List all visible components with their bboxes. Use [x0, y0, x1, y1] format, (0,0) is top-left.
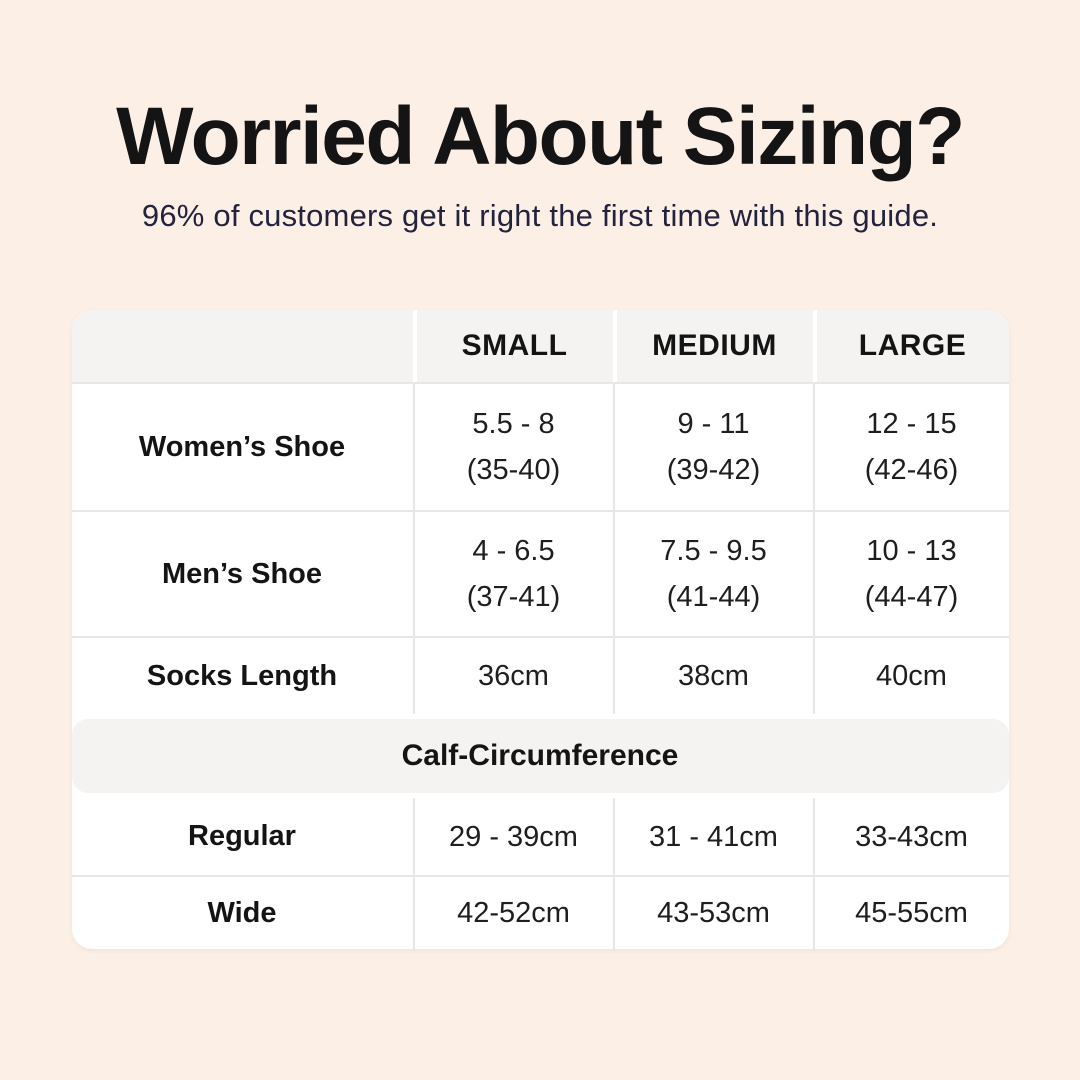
shoe-range-us: 5.5 - 8	[472, 408, 555, 441]
shoe-range-us: 10 - 13	[866, 535, 957, 568]
cell-regular-medium: 31 - 41cm	[612, 798, 813, 876]
cell-womens-large: 12 - 15 (42-46)	[812, 384, 1009, 511]
socks-length-value: 38cm	[678, 660, 749, 693]
hero-section: Worried About Sizing? 96% of customers g…	[0, 0, 1080, 234]
table-header-row: SMALL MEDIUM LARGE	[71, 310, 1009, 383]
shoe-range-eu: (35-40)	[466, 454, 561, 487]
cell-mens-small: 4 - 6.5 (37-41)	[412, 512, 613, 637]
shoe-range-us: 12 - 15	[866, 408, 957, 441]
column-header-medium: MEDIUM	[612, 310, 813, 383]
table-row-socks-length: Socks Length 36cm 38cm 40cm	[71, 636, 1009, 715]
row-label-womens-shoe: Women’s Shoe	[138, 430, 346, 463]
shoe-range-us: 4 - 6.5	[472, 535, 555, 568]
section-header-label: Calf-Circumference	[401, 739, 679, 773]
column-header-small: SMALL	[412, 310, 613, 383]
calf-range-value: 33-43cm	[855, 820, 968, 853]
cell-wide-small: 42-52cm	[412, 877, 613, 950]
socks-length-value: 36cm	[478, 660, 549, 693]
calf-range-value: 43-53cm	[657, 897, 770, 930]
cell-womens-medium: 9 - 11 (39-42)	[612, 384, 813, 511]
shoe-range-us: 7.5 - 9.5	[660, 535, 767, 568]
shoe-range-eu: (39-42)	[666, 454, 761, 487]
section-header-calf-circumference: Calf-Circumference	[71, 719, 1009, 794]
shoe-range-eu: (44-47)	[864, 581, 959, 614]
table-row-mens-shoe: Men’s Shoe 4 - 6.5 (37-41) 7.5 - 9.5 (41…	[71, 510, 1009, 637]
cell-regular-small: 29 - 39cm	[412, 798, 613, 876]
calf-range-value: 45-55cm	[855, 897, 968, 930]
page-title: Worried About Sizing?	[116, 91, 965, 182]
cell-socks-small: 36cm	[412, 638, 613, 715]
table-header-empty-cell	[71, 310, 413, 383]
cell-mens-medium: 7.5 - 9.5 (41-44)	[612, 512, 813, 637]
cell-socks-medium: 38cm	[612, 638, 813, 715]
table-row-womens-shoe: Women’s Shoe 5.5 - 8 (35-40) 9 - 11 (39-…	[71, 382, 1009, 511]
cell-socks-large: 40cm	[812, 638, 1009, 715]
cell-womens-small: 5.5 - 8 (35-40)	[412, 384, 613, 511]
calf-range-value: 31 - 41cm	[649, 820, 778, 853]
shoe-range-eu: (37-41)	[466, 581, 561, 614]
calf-range-value: 42-52cm	[457, 897, 570, 930]
row-label-regular: Regular	[188, 820, 296, 853]
cell-wide-large: 45-55cm	[812, 877, 1009, 950]
shoe-range-eu: (41-44)	[666, 581, 761, 614]
table-row-regular: Regular 29 - 39cm 31 - 41cm 33-43cm	[72, 798, 1009, 876]
table-row-wide: Wide 42-52cm 43-53cm 45-55cm	[71, 875, 1009, 950]
cell-mens-large: 10 - 13 (44-47)	[812, 512, 1009, 637]
row-label-mens-shoe: Men’s Shoe	[161, 557, 323, 590]
column-header-large: LARGE	[812, 310, 1009, 383]
row-label-socks-length: Socks Length	[146, 659, 338, 692]
calf-range-value: 29 - 39cm	[449, 820, 578, 853]
row-label-wide: Wide	[207, 896, 277, 929]
size-table: SMALL MEDIUM LARGE Women’s Shoe 5.5 - 8 …	[71, 310, 1009, 950]
page-subtitle: 96% of customers get it right the first …	[141, 198, 939, 234]
cell-regular-large: 33-43cm	[812, 798, 1009, 876]
socks-length-value: 40cm	[876, 660, 947, 693]
shoe-range-us: 9 - 11	[677, 408, 750, 441]
shoe-range-eu: (42-46)	[864, 454, 959, 487]
cell-wide-medium: 43-53cm	[612, 877, 813, 950]
